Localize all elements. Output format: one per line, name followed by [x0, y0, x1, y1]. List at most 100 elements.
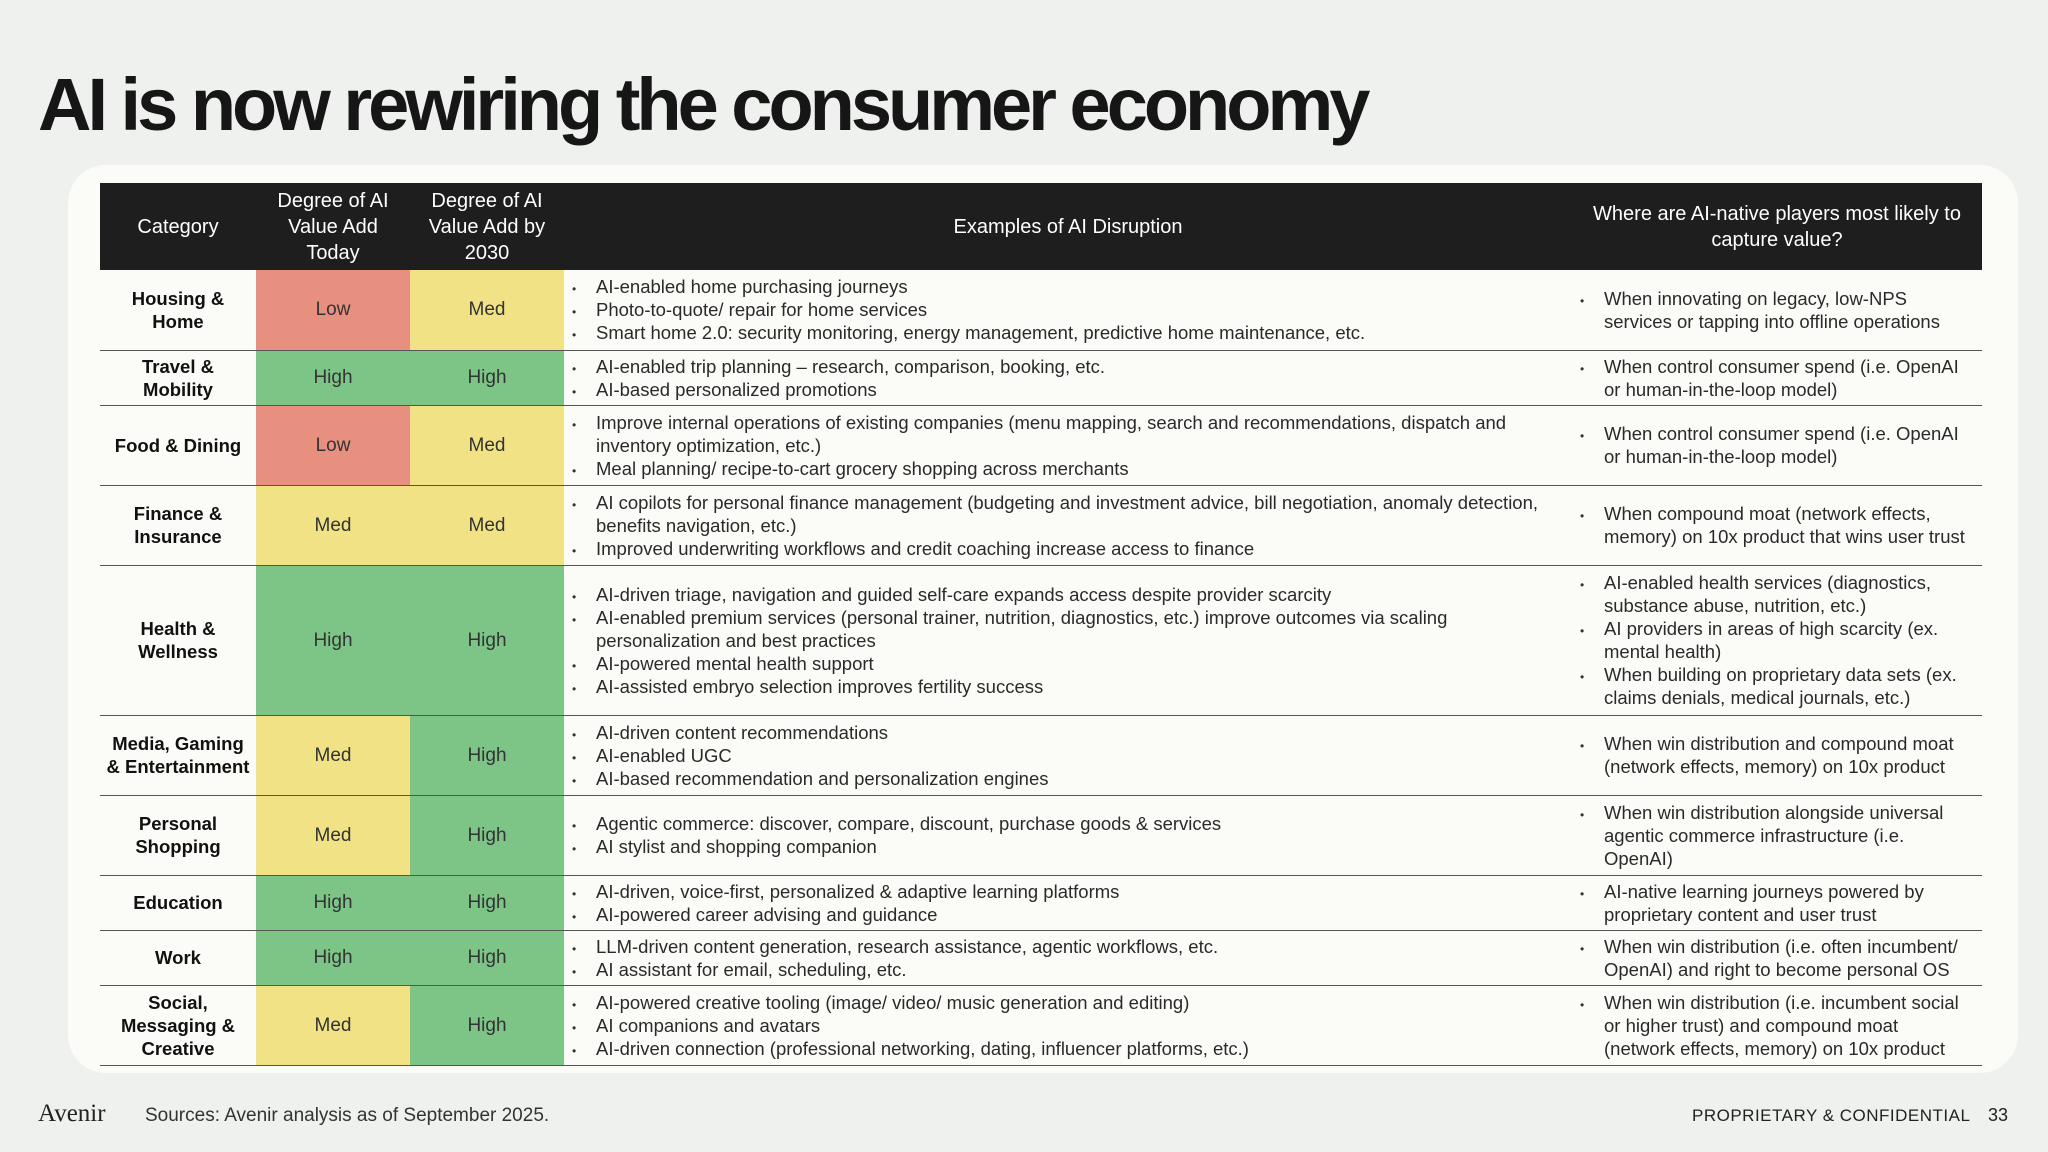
value-add-2030-cell: High	[410, 875, 564, 931]
value-add-2030-cell: High	[410, 350, 564, 406]
value-add-today-cell: Med	[256, 795, 410, 876]
value-add-today-cell: Low	[256, 405, 410, 486]
bullet-item: When control consumer spend (i.e. OpenAI…	[1580, 355, 1970, 401]
bullet-list: AI-enabled trip planning – research, com…	[570, 355, 1560, 404]
bullet-item: AI-enabled UGC	[572, 744, 1560, 770]
bullet-item: AI companions and avatars	[572, 1014, 1560, 1040]
value-add-today-cell: Med	[256, 485, 410, 566]
bullet-item: AI-driven connection (professional netwo…	[572, 1037, 1560, 1063]
table-row: WorkHighHighLLM-driven content generatio…	[100, 930, 1982, 986]
confidential-label: PROPRIETARY & CONFIDENTIAL	[1692, 1106, 1971, 1125]
bullet-item: When innovating on legacy, low-NPS servi…	[1580, 287, 1970, 333]
header-capture: Where are AI-native players most likely …	[1572, 183, 1982, 270]
value-add-2030-cell: Med	[410, 270, 564, 351]
examples-cell: LLM-driven content generation, research …	[564, 930, 1572, 986]
bullet-item: AI-based personalized promotions	[572, 378, 1560, 404]
bullet-list: AI-native learning journeys powered by p…	[1578, 880, 1970, 926]
bullet-item: AI-powered mental health support	[572, 652, 1560, 678]
bullet-item: When win distribution (i.e. incumbent so…	[1580, 991, 1970, 1060]
category-cell: Media, Gaming & Entertainment	[100, 715, 256, 796]
examples-cell: Improve internal operations of existing …	[564, 405, 1572, 486]
table-row: Housing & HomeLowMedAI-enabled home purc…	[100, 270, 1982, 351]
bullet-list: When control consumer spend (i.e. OpenAI…	[1578, 422, 1970, 468]
bullet-item: AI copilots for personal finance managem…	[572, 491, 1560, 537]
bullet-item: When win distribution and compound moat …	[1580, 732, 1970, 778]
bullet-list: LLM-driven content generation, research …	[570, 935, 1560, 984]
bullet-list: When innovating on legacy, low-NPS servi…	[1578, 287, 1970, 333]
capture-cell: When innovating on legacy, low-NPS servi…	[1572, 270, 1982, 351]
examples-cell: AI-driven triage, navigation and guided …	[564, 565, 1572, 716]
examples-cell: AI-driven content recommendationsAI-enab…	[564, 715, 1572, 796]
bullet-item: AI-enabled home purchasing journeys	[572, 275, 1560, 301]
avenir-logo: Avenir	[38, 1100, 106, 1127]
value-add-today-cell: Med	[256, 715, 410, 796]
bullet-list: When win distribution and compound moat …	[1578, 732, 1970, 778]
value-add-2030-cell: Med	[410, 405, 564, 486]
examples-cell: AI-enabled trip planning – research, com…	[564, 350, 1572, 406]
bullet-item: Smart home 2.0: security monitoring, ene…	[572, 321, 1560, 347]
capture-cell: When win distribution (i.e. incumbent so…	[1572, 985, 1982, 1066]
examples-cell: AI-driven, voice-first, personalized & a…	[564, 875, 1572, 931]
category-cell: Personal Shopping	[100, 795, 256, 876]
bullet-item: AI-enabled trip planning – research, com…	[572, 355, 1560, 381]
bullet-item: When win distribution (i.e. often incumb…	[1580, 935, 1970, 981]
header-2030: Degree of AI Value Add by 2030	[410, 183, 564, 270]
bullet-list: When control consumer spend (i.e. OpenAI…	[1578, 355, 1970, 401]
bullet-item: Improve internal operations of existing …	[572, 411, 1560, 457]
capture-cell: When control consumer spend (i.e. OpenAI…	[1572, 405, 1982, 486]
category-cell: Finance & Insurance	[100, 485, 256, 566]
table-card: Category Degree of AI Value Add Today De…	[68, 165, 2018, 1073]
category-cell: Health & Wellness	[100, 565, 256, 716]
table-row: Travel & MobilityHighHighAI-enabled trip…	[100, 350, 1982, 406]
bullet-list: Improve internal operations of existing …	[570, 411, 1560, 483]
bullet-item: AI-driven, voice-first, personalized & a…	[572, 880, 1560, 906]
examples-cell: AI-powered creative tooling (image/ vide…	[564, 985, 1572, 1066]
value-add-2030-cell: High	[410, 565, 564, 716]
bullet-item: AI-based recommendation and personalizat…	[572, 767, 1560, 793]
value-add-today-cell: High	[256, 350, 410, 406]
value-add-2030-cell: High	[410, 715, 564, 796]
bullet-list: AI-driven, voice-first, personalized & a…	[570, 880, 1560, 929]
value-add-today-cell: High	[256, 565, 410, 716]
page-number: 33	[1988, 1105, 2009, 1125]
category-cell: Housing & Home	[100, 270, 256, 351]
capture-cell: When control consumer spend (i.e. OpenAI…	[1572, 350, 1982, 406]
bullet-item: LLM-driven content generation, research …	[572, 935, 1560, 961]
table-row: Health & WellnessHighHighAI-driven triag…	[100, 565, 1982, 716]
bullet-list: Agentic commerce: discover, compare, dis…	[570, 812, 1560, 861]
bullet-item: When compound moat (network effects, mem…	[1580, 502, 1970, 548]
bullet-item: AI providers in areas of high scarcity (…	[1580, 617, 1970, 663]
bullet-item: AI-enabled premium services (personal tr…	[572, 606, 1560, 652]
value-add-2030-cell: High	[410, 795, 564, 876]
value-add-today-cell: Low	[256, 270, 410, 351]
bullet-item: AI-powered career advising and guidance	[572, 903, 1560, 929]
header-today: Degree of AI Value Add Today	[256, 183, 410, 270]
bullet-item: When control consumer spend (i.e. OpenAI…	[1580, 422, 1970, 468]
bullet-item: Improved underwriting workflows and cred…	[572, 537, 1560, 563]
bullet-item: Agentic commerce: discover, compare, dis…	[572, 812, 1560, 838]
category-cell: Work	[100, 930, 256, 986]
examples-cell: AI-enabled home purchasing journeysPhoto…	[564, 270, 1572, 351]
value-add-2030-cell: High	[410, 930, 564, 986]
category-cell: Education	[100, 875, 256, 931]
bullet-list: AI-driven triage, navigation and guided …	[570, 583, 1560, 701]
capture-cell: When win distribution alongside universa…	[1572, 795, 1982, 876]
table-header-row: Category Degree of AI Value Add Today De…	[100, 183, 1982, 270]
capture-cell: When win distribution (i.e. often incumb…	[1572, 930, 1982, 986]
value-add-today-cell: High	[256, 875, 410, 931]
header-category: Category	[100, 183, 256, 270]
bullet-item: AI-driven content recommendations	[572, 721, 1560, 747]
bullet-item: AI-powered creative tooling (image/ vide…	[572, 991, 1560, 1017]
page-title: AI is now rewiring the consumer economy	[38, 63, 1370, 146]
table-row: EducationHighHighAI-driven, voice-first,…	[100, 875, 1982, 931]
examples-cell: Agentic commerce: discover, compare, dis…	[564, 795, 1572, 876]
value-add-2030-cell: High	[410, 985, 564, 1066]
capture-cell: When compound moat (network effects, mem…	[1572, 485, 1982, 566]
bullet-item: AI-assisted embryo selection improves fe…	[572, 675, 1560, 701]
bullet-item: AI-native learning journeys powered by p…	[1580, 880, 1970, 926]
disruption-table: Category Degree of AI Value Add Today De…	[100, 183, 1982, 1066]
header-examples: Examples of AI Disruption	[564, 183, 1572, 270]
bullet-list: AI-driven content recommendationsAI-enab…	[570, 721, 1560, 793]
